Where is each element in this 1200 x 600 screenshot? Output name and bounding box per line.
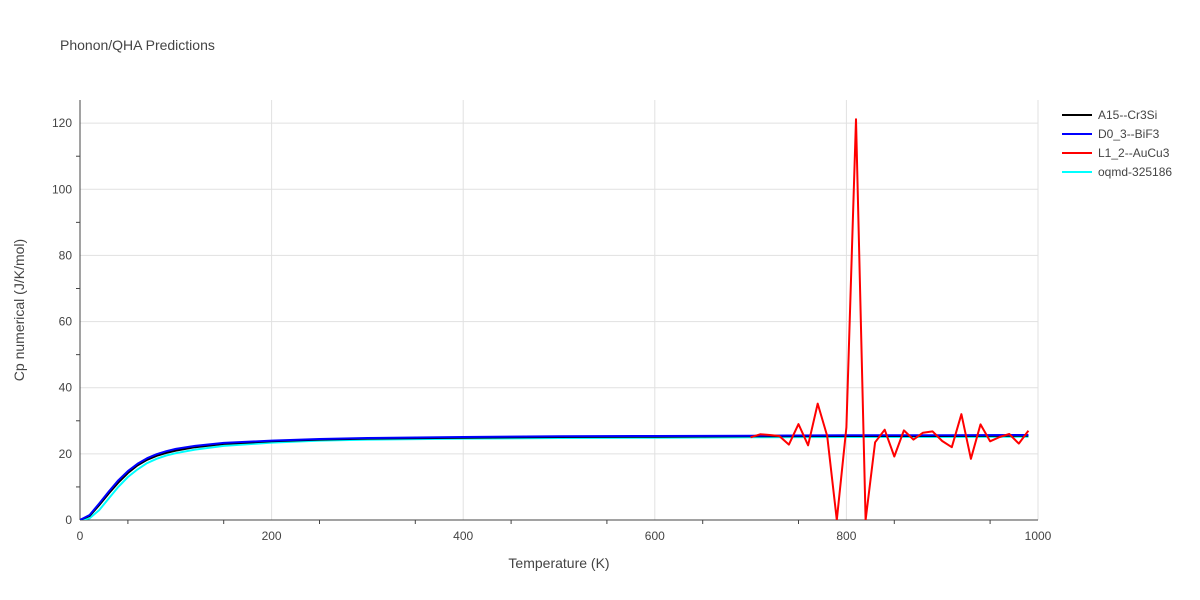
series-line [80, 434, 1029, 520]
x-tick-label: 1000 [1025, 529, 1052, 543]
y-tick-label: 60 [59, 315, 73, 329]
x-axis-title: Temperature (K) [508, 555, 609, 571]
y-axis-title: Cp numerical (J/K/mol) [11, 239, 27, 381]
y-tick-label: 20 [59, 447, 73, 461]
legend-label: D0_3--BiF3 [1098, 127, 1160, 141]
series-layer [80, 118, 1030, 520]
x-tick-label: 400 [453, 529, 473, 543]
grid [80, 100, 1039, 520]
legend-item[interactable]: D0_3--BiF3 [1062, 127, 1160, 141]
series-line [80, 434, 1029, 520]
series-line [750, 118, 1030, 520]
legend-label: A15--Cr3Si [1098, 108, 1157, 122]
legend-item[interactable]: L1_2--AuCu3 [1062, 146, 1170, 160]
x-tick-label: 800 [836, 529, 856, 543]
y-tick-label: 80 [59, 248, 73, 262]
legend-item[interactable]: oqmd-325186 [1062, 165, 1172, 179]
legend[interactable]: A15--Cr3Si D0_3--BiF3 L1_2--AuCu3 oqmd-3251… [1062, 108, 1172, 179]
y-tick-label: 0 [65, 513, 72, 527]
axes: 0 200 400 600 800 1000 0 20 40 60 80 100 120 [52, 100, 1052, 543]
x-tick-label: 0 [77, 529, 84, 543]
y-tick-label: 40 [59, 381, 73, 395]
legend-label: oqmd-325186 [1098, 165, 1172, 179]
y-tick-label: 100 [52, 182, 72, 196]
series-line [80, 435, 1029, 520]
x-tick-label: 200 [262, 529, 282, 543]
x-tick-label: 600 [645, 529, 665, 543]
chart-title: Phonon/QHA Predictions [60, 37, 215, 53]
y-tick-label: 120 [52, 116, 72, 130]
legend-item[interactable]: A15--Cr3Si [1062, 108, 1157, 122]
legend-label: L1_2--AuCu3 [1098, 146, 1170, 160]
